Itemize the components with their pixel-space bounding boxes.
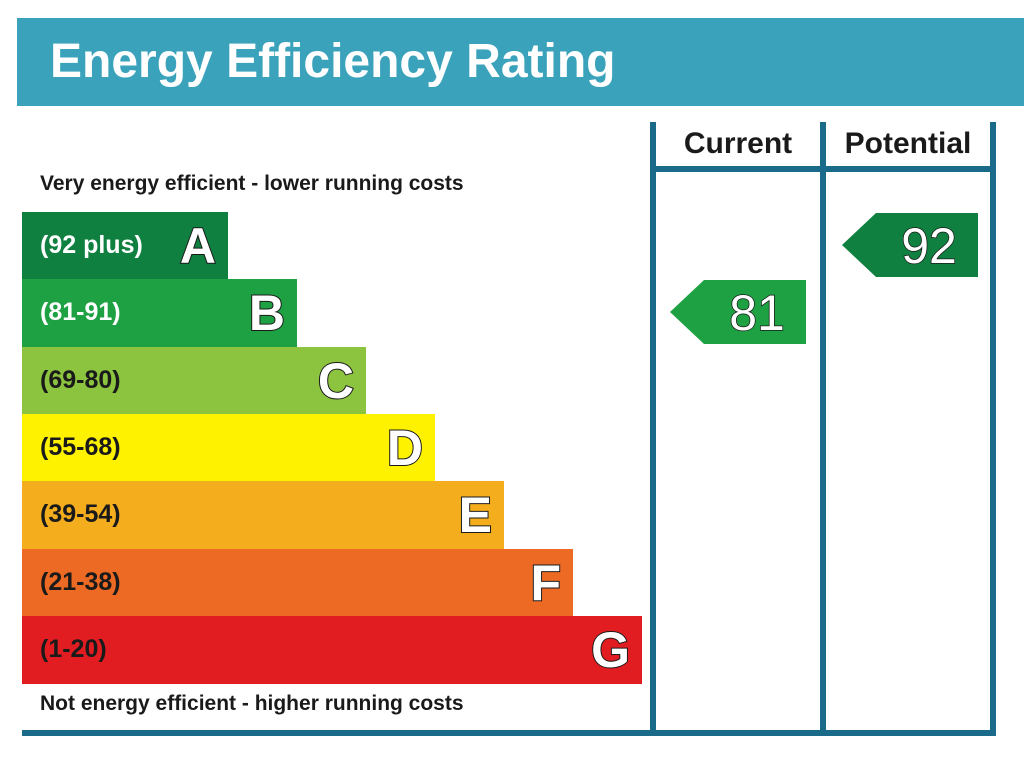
current-rating-arrow-shape (670, 280, 806, 345)
current-rating-arrow: 81 (670, 280, 806, 345)
band-letter: A (179, 217, 217, 275)
band-range-label: (81-91) (40, 298, 121, 327)
band-a: (92 plus) A (22, 212, 228, 280)
column-divider-right (990, 122, 996, 734)
potential-rating-arrow-shape (842, 213, 978, 277)
current-column-header: Current (683, 127, 793, 160)
band-letter: B (248, 284, 286, 342)
band-letter: E (458, 486, 493, 544)
potential-column-header: Potential (844, 127, 972, 160)
band-letter: G (590, 621, 631, 679)
title-banner: Energy Efficiency Rating (17, 18, 1024, 106)
band-range-label: (39-54) (40, 500, 121, 529)
band-c: (69-80) C (22, 346, 366, 415)
band-b: (81-91) B (22, 279, 297, 348)
bottom-caption: Not energy efficient - higher running co… (40, 692, 464, 715)
band-range-label: (69-80) (40, 365, 121, 394)
chart-title: Energy Efficiency Rating (50, 35, 616, 88)
current-rating-arrow-value: 81 (729, 285, 785, 341)
band-range-label: (1-20) (40, 634, 107, 663)
band-g: (1-20) G (22, 615, 642, 684)
band-d: (55-68) D (22, 413, 435, 482)
band-letter: D (386, 419, 424, 477)
potential-rating-arrow: 92 (842, 213, 978, 277)
band-e: (39-54) E (22, 481, 504, 549)
band-letter: C (317, 352, 355, 410)
chart-bottom-rule (22, 730, 996, 736)
potential-rating-arrow-value: 92 (901, 218, 957, 274)
column-divider-middle (820, 122, 826, 734)
top-caption: Very energy efficient - lower running co… (40, 172, 464, 195)
band-range-label: (55-68) (40, 432, 121, 461)
band-letter: F (529, 554, 562, 612)
band-range-label: (92 plus) (40, 231, 143, 259)
column-header-rule (650, 166, 996, 172)
column-divider-left (650, 122, 656, 734)
band-f: (21-38) F (22, 548, 573, 617)
band-range-label: (21-38) (40, 567, 121, 596)
